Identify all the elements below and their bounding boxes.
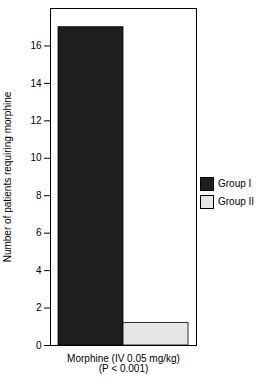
svg-text:2: 2 bbox=[36, 302, 42, 313]
html-text:Group I: Group I bbox=[218, 178, 252, 189]
svg-text:4: 4 bbox=[36, 265, 42, 276]
svg-text:16: 16 bbox=[30, 40, 42, 51]
svg-text:14: 14 bbox=[30, 78, 42, 89]
svg-text:8: 8 bbox=[36, 190, 42, 201]
svg-text:Morphine (IV 0.05 mg/kg)(P < 0: Morphine (IV 0.05 mg/kg)(P < 0.001) bbox=[67, 353, 180, 374]
svg-text:6: 6 bbox=[36, 227, 42, 238]
svg-text:Number of patients requiring m: Number of patients requiring morphine bbox=[2, 91, 13, 262]
html-text:Group II: Group II bbox=[218, 196, 255, 207]
svg-text:10: 10 bbox=[30, 152, 42, 163]
svg-text:12: 12 bbox=[30, 115, 42, 126]
svg-text:0: 0 bbox=[36, 340, 42, 351]
